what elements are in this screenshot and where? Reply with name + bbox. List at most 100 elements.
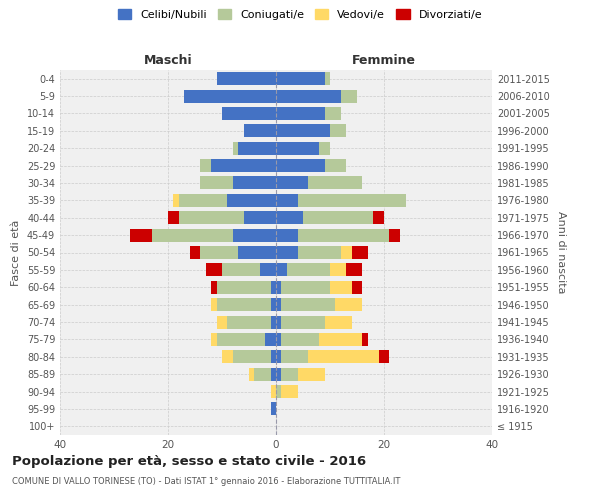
Bar bbox=[179, 194, 227, 207]
Bar bbox=[130, 228, 152, 241]
Bar bbox=[217, 298, 271, 311]
Bar bbox=[352, 246, 368, 259]
Bar bbox=[260, 264, 276, 276]
Bar bbox=[346, 264, 362, 276]
Bar bbox=[276, 176, 308, 190]
Bar bbox=[276, 211, 303, 224]
Bar bbox=[227, 316, 271, 328]
Bar bbox=[335, 298, 362, 311]
Bar bbox=[276, 333, 281, 346]
Bar bbox=[341, 246, 352, 259]
Bar bbox=[319, 142, 330, 154]
Bar bbox=[271, 316, 276, 328]
Bar bbox=[276, 90, 341, 102]
Bar bbox=[276, 350, 281, 364]
Bar bbox=[179, 211, 244, 224]
Bar bbox=[190, 246, 200, 259]
Bar bbox=[238, 142, 276, 154]
Text: COMUNE DI VALLO TORINESE (TO) - Dati ISTAT 1° gennaio 2016 - Elaborazione TUTTIT: COMUNE DI VALLO TORINESE (TO) - Dati IST… bbox=[12, 478, 400, 486]
Bar bbox=[379, 350, 389, 364]
Bar bbox=[325, 316, 352, 328]
Bar bbox=[281, 333, 319, 346]
Bar bbox=[276, 316, 281, 328]
Bar bbox=[276, 124, 330, 138]
Bar bbox=[276, 246, 298, 259]
Bar bbox=[330, 264, 346, 276]
Bar bbox=[271, 298, 276, 311]
Bar bbox=[352, 280, 362, 294]
Bar bbox=[281, 385, 298, 398]
Bar bbox=[308, 176, 362, 190]
Bar bbox=[298, 246, 341, 259]
Bar bbox=[276, 72, 325, 85]
Bar bbox=[276, 298, 281, 311]
Bar bbox=[173, 194, 179, 207]
Bar bbox=[281, 298, 335, 311]
Bar bbox=[276, 228, 298, 241]
Bar bbox=[389, 228, 400, 241]
Text: Femmine: Femmine bbox=[352, 54, 416, 66]
Bar bbox=[303, 211, 373, 224]
Bar bbox=[233, 176, 276, 190]
Bar bbox=[276, 107, 325, 120]
Bar bbox=[271, 280, 276, 294]
Bar bbox=[325, 72, 330, 85]
Y-axis label: Fasce di età: Fasce di età bbox=[11, 220, 21, 286]
Y-axis label: Anni di nascita: Anni di nascita bbox=[556, 211, 566, 294]
Bar bbox=[298, 368, 325, 380]
Bar bbox=[281, 350, 308, 364]
Bar bbox=[217, 280, 271, 294]
Bar bbox=[298, 194, 406, 207]
Bar bbox=[265, 333, 276, 346]
Bar bbox=[276, 142, 319, 154]
Bar bbox=[276, 194, 298, 207]
Bar bbox=[222, 264, 260, 276]
Bar bbox=[217, 333, 265, 346]
Bar bbox=[233, 228, 276, 241]
Bar bbox=[287, 264, 330, 276]
Bar bbox=[330, 280, 352, 294]
Bar bbox=[200, 246, 238, 259]
Text: Maschi: Maschi bbox=[143, 54, 193, 66]
Bar bbox=[211, 280, 217, 294]
Bar bbox=[222, 350, 233, 364]
Bar bbox=[271, 368, 276, 380]
Bar bbox=[211, 298, 217, 311]
Bar bbox=[276, 368, 281, 380]
Bar bbox=[184, 90, 276, 102]
Bar bbox=[341, 90, 357, 102]
Bar bbox=[238, 246, 276, 259]
Bar bbox=[200, 159, 211, 172]
Bar bbox=[254, 368, 271, 380]
Bar bbox=[276, 280, 281, 294]
Bar bbox=[281, 368, 298, 380]
Bar bbox=[271, 385, 276, 398]
Bar bbox=[244, 211, 276, 224]
Bar bbox=[206, 264, 222, 276]
Bar bbox=[276, 159, 325, 172]
Legend: Celibi/Nubili, Coniugati/e, Vedovi/e, Divorziati/e: Celibi/Nubili, Coniugati/e, Vedovi/e, Di… bbox=[115, 6, 485, 23]
Bar bbox=[325, 107, 341, 120]
Bar bbox=[325, 159, 346, 172]
Bar bbox=[217, 316, 227, 328]
Bar bbox=[168, 211, 179, 224]
Bar bbox=[271, 402, 276, 415]
Bar bbox=[200, 176, 233, 190]
Bar bbox=[211, 333, 217, 346]
Bar bbox=[373, 211, 384, 224]
Bar bbox=[276, 264, 287, 276]
Bar bbox=[271, 350, 276, 364]
Bar bbox=[330, 124, 346, 138]
Bar bbox=[222, 107, 276, 120]
Bar bbox=[233, 142, 238, 154]
Bar bbox=[249, 368, 254, 380]
Bar bbox=[281, 316, 325, 328]
Bar bbox=[244, 124, 276, 138]
Bar bbox=[227, 194, 276, 207]
Bar bbox=[211, 159, 276, 172]
Bar bbox=[217, 72, 276, 85]
Bar bbox=[319, 333, 362, 346]
Bar bbox=[362, 333, 368, 346]
Bar bbox=[152, 228, 233, 241]
Bar bbox=[233, 350, 271, 364]
